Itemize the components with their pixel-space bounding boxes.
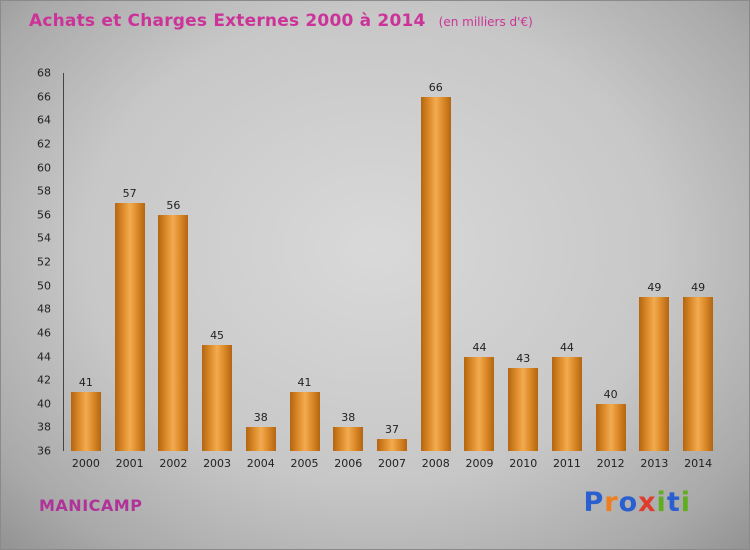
y-axis-tick: 48 xyxy=(37,302,51,316)
bar-group: 41 2005 xyxy=(283,73,327,469)
bar-value-label: 45 xyxy=(210,328,225,342)
bar-value-label: 49 xyxy=(691,281,706,295)
bar-group: 44 2009 xyxy=(458,73,502,469)
logo-letter: P xyxy=(583,487,605,518)
bar-value-label: 38 xyxy=(253,411,268,425)
bar xyxy=(158,214,189,451)
bar xyxy=(377,439,407,451)
y-axis-tick: 60 xyxy=(37,161,51,174)
bar-value-label: 56 xyxy=(166,198,181,212)
y-axis-tick: 62 xyxy=(37,137,51,151)
y-axis-tick: 38 xyxy=(37,420,51,434)
chart-title: Achats et Charges Externes 2000 à 2014 xyxy=(29,11,426,31)
bar-value-label: 41 xyxy=(78,375,93,389)
bar-value-label: 43 xyxy=(516,352,531,366)
bar-group: 44 2011 xyxy=(545,73,589,469)
x-axis-label: 2014 xyxy=(684,457,713,470)
x-axis-label: 2013 xyxy=(640,457,669,470)
bar xyxy=(683,297,714,451)
bar xyxy=(551,356,582,451)
bar-group: 56 2002 xyxy=(151,73,195,469)
bar-value-label: 41 xyxy=(297,375,312,389)
x-axis-label: 2007 xyxy=(378,457,406,470)
y-axis-tick: 52 xyxy=(37,255,51,269)
bar-group: 40 2012 xyxy=(589,73,633,469)
bar xyxy=(289,391,320,451)
x-axis-label: 2001 xyxy=(115,457,144,470)
x-axis-label: 2008 xyxy=(421,457,450,470)
plot-area: 41 2000 57 2001 56 2002 45 2003 38 2004 41 2005 38 20… xyxy=(63,73,720,469)
bar xyxy=(114,202,145,451)
x-axis-label: 2005 xyxy=(290,457,319,470)
logo-letter: t xyxy=(666,487,681,518)
bar-value-label: 66 xyxy=(428,80,443,94)
y-axis-tick: 46 xyxy=(37,326,51,340)
bar-value-label: 49 xyxy=(647,281,662,295)
x-axis-label: 2003 xyxy=(203,457,232,470)
x-axis-label: 2004 xyxy=(246,457,275,470)
y-axis-tick: 40 xyxy=(37,397,51,411)
chart-header: Achats et Charges Externes 2000 à 2014 (… xyxy=(29,11,533,31)
chart-subtitle: (en milliers d'€) xyxy=(438,15,533,29)
y-axis-tick: 50 xyxy=(37,279,51,293)
proxiti-logo[interactable]: Proxiti xyxy=(583,487,691,518)
x-axis-label: 2012 xyxy=(596,457,625,470)
y-axis-tick: 68 xyxy=(37,66,51,80)
y-axis-tick: 58 xyxy=(37,184,51,198)
bar xyxy=(245,427,276,451)
bar-group: 57 2001 xyxy=(108,73,152,469)
logo-letter: o xyxy=(618,487,639,518)
bar-group: 37 2007 xyxy=(370,73,414,469)
bar-group: 49 2014 xyxy=(676,73,720,469)
y-axis-tick: 66 xyxy=(37,90,51,104)
bar-group: 41 2000 xyxy=(64,73,108,469)
x-axis-label: 2000 xyxy=(71,457,100,470)
bar-group: 45 2003 xyxy=(195,73,239,469)
bar xyxy=(420,96,451,451)
y-axis-tick: 36 xyxy=(37,444,51,458)
bar-value-label: 37 xyxy=(385,423,399,437)
y-axis-tick: 44 xyxy=(37,350,51,363)
x-axis-label: 2006 xyxy=(334,457,363,470)
bar xyxy=(202,344,233,451)
bar-group: 49 2013 xyxy=(633,73,677,469)
bar-value-label: 38 xyxy=(341,411,356,425)
bar-value-label: 57 xyxy=(122,186,137,200)
bar xyxy=(464,356,495,451)
logo-letter: i xyxy=(656,487,667,518)
x-axis-label: 2010 xyxy=(509,457,538,470)
bar-group: 38 2006 xyxy=(326,73,370,469)
y-axis: 36 38 40 42 44 46 48 50 52 54 56 58 60 62 64 66 68 xyxy=(1,68,57,457)
bar-value-label: 40 xyxy=(603,387,618,401)
bar xyxy=(70,391,101,451)
x-axis-label: 2011 xyxy=(552,457,581,470)
bar xyxy=(595,403,626,451)
bar-group: 66 2008 xyxy=(414,73,458,469)
bar-group: 43 2010 xyxy=(501,73,545,469)
bar-group: 38 2004 xyxy=(239,73,283,469)
logo-letter: x xyxy=(638,487,657,518)
bar xyxy=(639,297,670,451)
x-axis-label: 2002 xyxy=(159,457,188,470)
bar xyxy=(333,427,364,451)
company-label: MANICAMP xyxy=(39,496,143,515)
y-axis-tick: 54 xyxy=(37,231,51,245)
logo-letter: i xyxy=(680,487,691,518)
logo-letter: r xyxy=(604,487,619,518)
bar xyxy=(508,368,539,451)
bar-value-label: 44 xyxy=(472,340,487,354)
y-axis-tick: 42 xyxy=(37,373,51,387)
x-axis-label: 2009 xyxy=(465,457,494,470)
bar-value-label: 44 xyxy=(559,340,574,354)
y-axis-tick: 56 xyxy=(37,208,51,222)
y-axis-tick: 64 xyxy=(37,113,51,127)
